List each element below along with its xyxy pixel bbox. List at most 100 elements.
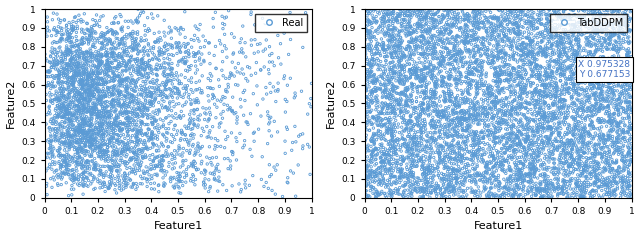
Point bbox=[175, 138, 186, 142]
Point bbox=[607, 91, 618, 95]
Point bbox=[494, 32, 504, 36]
Point bbox=[520, 73, 531, 76]
Point bbox=[490, 157, 500, 161]
Point bbox=[481, 169, 492, 173]
Point bbox=[380, 104, 390, 108]
Point bbox=[527, 127, 537, 131]
Point bbox=[390, 109, 400, 113]
Point bbox=[554, 66, 564, 70]
Point bbox=[431, 12, 441, 16]
Point bbox=[526, 152, 536, 156]
Point bbox=[529, 51, 539, 55]
Point bbox=[545, 155, 555, 159]
Point bbox=[417, 78, 427, 82]
Point bbox=[154, 145, 164, 149]
Point bbox=[390, 125, 401, 129]
Point bbox=[45, 61, 55, 64]
Point bbox=[547, 50, 557, 54]
Point bbox=[458, 96, 468, 100]
Point bbox=[197, 126, 207, 130]
Point bbox=[362, 123, 372, 127]
Point bbox=[460, 42, 470, 46]
Point bbox=[481, 73, 491, 77]
Point bbox=[362, 145, 372, 149]
Point bbox=[54, 80, 65, 84]
Point bbox=[98, 172, 108, 176]
Point bbox=[380, 101, 390, 105]
Point bbox=[154, 131, 164, 135]
Point bbox=[494, 80, 504, 83]
Point bbox=[119, 51, 129, 55]
Point bbox=[556, 92, 566, 96]
Point bbox=[460, 41, 470, 44]
Point bbox=[90, 162, 100, 166]
Point bbox=[133, 72, 143, 76]
Point bbox=[455, 73, 465, 77]
Point bbox=[463, 77, 474, 80]
Point bbox=[545, 46, 556, 50]
Point bbox=[601, 58, 611, 62]
Point bbox=[406, 151, 417, 155]
Point bbox=[582, 66, 593, 70]
Point bbox=[118, 82, 128, 85]
Point bbox=[85, 87, 95, 90]
Point bbox=[586, 161, 596, 164]
Point bbox=[94, 139, 104, 143]
Point bbox=[593, 184, 603, 188]
Point bbox=[58, 94, 68, 97]
Point bbox=[108, 98, 118, 102]
Point bbox=[556, 79, 566, 83]
Point bbox=[552, 148, 563, 152]
Point bbox=[163, 145, 173, 149]
Point bbox=[493, 55, 504, 59]
Point bbox=[495, 155, 505, 159]
Point bbox=[553, 132, 563, 136]
Point bbox=[626, 142, 636, 146]
Point bbox=[512, 30, 522, 33]
Point bbox=[408, 160, 419, 164]
Point bbox=[403, 150, 413, 154]
Point bbox=[574, 98, 584, 102]
Point bbox=[467, 137, 477, 141]
Point bbox=[609, 128, 619, 132]
Point bbox=[471, 45, 481, 48]
Point bbox=[414, 148, 424, 152]
Point bbox=[61, 157, 72, 161]
Point bbox=[63, 125, 73, 128]
Point bbox=[552, 181, 563, 185]
Point bbox=[186, 38, 196, 41]
Point bbox=[518, 166, 528, 170]
Point bbox=[90, 113, 100, 116]
Point bbox=[125, 62, 135, 66]
Point bbox=[609, 127, 619, 131]
Point bbox=[386, 28, 396, 32]
Point bbox=[115, 163, 125, 167]
Point bbox=[388, 60, 398, 64]
Point bbox=[405, 99, 415, 103]
Point bbox=[110, 152, 120, 156]
Point bbox=[449, 157, 459, 160]
Point bbox=[536, 163, 546, 167]
Point bbox=[68, 44, 78, 48]
Point bbox=[563, 22, 573, 25]
Point bbox=[95, 123, 105, 127]
Point bbox=[449, 38, 460, 41]
Point bbox=[495, 100, 505, 103]
Point bbox=[79, 98, 89, 102]
Point bbox=[89, 24, 99, 27]
Point bbox=[77, 129, 88, 133]
Point bbox=[61, 23, 72, 27]
Point bbox=[394, 61, 404, 65]
Point bbox=[510, 98, 520, 102]
Point bbox=[396, 22, 406, 25]
Point bbox=[92, 136, 102, 140]
Point bbox=[67, 78, 77, 82]
Point bbox=[128, 182, 138, 186]
Point bbox=[468, 191, 479, 194]
Point bbox=[109, 110, 120, 114]
Point bbox=[385, 13, 396, 16]
Point bbox=[458, 190, 468, 194]
Point bbox=[430, 46, 440, 50]
Point bbox=[607, 140, 618, 144]
Point bbox=[102, 43, 112, 46]
